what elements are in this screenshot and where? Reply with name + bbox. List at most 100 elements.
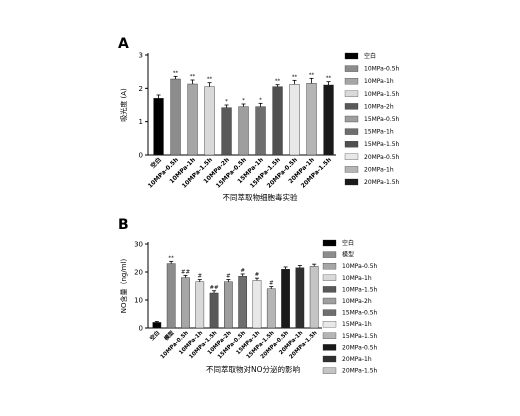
panel-b-bar — [309, 266, 319, 329]
panel-a-significance: ** — [190, 74, 196, 80]
panel-a-bar — [238, 106, 249, 156]
panel-b-bar — [266, 288, 276, 329]
panel-a-legend-label: 10MPa-1.5h — [364, 91, 400, 98]
panel-b-legend-label: 模型 — [342, 251, 354, 259]
panel-a-bar — [289, 84, 300, 156]
panel-a-legend-swatch — [344, 153, 359, 160]
panel-b-x-tick-label: 空白 — [148, 329, 161, 342]
panel-a-significance: ** — [207, 77, 213, 83]
panel-b-bar — [166, 263, 176, 329]
panel-b-legend-swatch — [322, 321, 337, 328]
panel-a-x-tick-label: 空白 — [149, 156, 163, 170]
panel-a-legend-label: 15MPa-1h — [364, 129, 394, 136]
panel-b-label: B — [118, 217, 129, 233]
panel-a-significance: * — [225, 99, 228, 105]
panel-a-bar — [204, 86, 215, 156]
panel-a-legend-swatch — [344, 65, 359, 72]
panel-b-bar — [195, 281, 205, 329]
panel-b-legend-swatch — [322, 239, 337, 247]
panel-a-legend-label: 10MPa-1h — [364, 78, 394, 85]
panel-a-legend-swatch — [344, 166, 359, 173]
panel-b-legend-label: 20MPa-1.5h — [342, 368, 378, 375]
panel-b-legend-label: 10MPa-0.5h — [342, 263, 378, 270]
panel-b-bar — [224, 281, 233, 329]
panel-a-significance: ** — [309, 72, 315, 78]
panel-b-significance: # — [269, 281, 274, 287]
panel-b-y-axis-title: NO含量（ng/ml) — [119, 258, 128, 313]
panel-a-bar — [187, 83, 198, 156]
panel-b-legend-swatch — [322, 367, 337, 374]
panel-a-legend-label: 20MPa-1.5h — [364, 179, 400, 186]
panel-b-legend-label: 15MPa-1h — [342, 321, 372, 328]
panel-a-bar — [170, 78, 181, 156]
panel-a-legend-label: 10MPa-2h — [364, 103, 394, 110]
panel-a-legend-label: 10MPa-0.5h — [364, 66, 400, 73]
panel-b-legend-swatch — [322, 251, 337, 258]
panel-a-bar — [221, 107, 232, 156]
panel-b-significance: ## — [209, 285, 219, 291]
panel-b-legend-swatch — [322, 355, 337, 363]
panel-a-bar — [255, 106, 266, 156]
panel-a-significance: ** — [326, 76, 332, 82]
panel-a-y-tick-label: 0 — [139, 152, 143, 160]
panel-b-y-tick-label: 10 — [134, 297, 143, 305]
panel-b-significance: # — [240, 268, 245, 274]
panel-b-legend-label: 15MPa-1.5h — [342, 333, 378, 340]
panel-a-legend-swatch — [344, 141, 359, 148]
panel-b-legend-label: 空白 — [342, 239, 354, 247]
panel-a-bar — [272, 86, 283, 156]
panel-a-y-tick-label: 3 — [139, 52, 143, 60]
panel-b-bar — [152, 322, 162, 329]
panel-b-significance: # — [226, 274, 231, 280]
panel-a-legend-label: 空白 — [364, 52, 376, 60]
panel-a-bar — [323, 84, 334, 156]
panel-a-legend-swatch — [344, 103, 359, 110]
panel-a-label: A — [118, 36, 129, 52]
panel-b-legend-swatch — [322, 263, 337, 270]
panel-b-legend-swatch — [322, 297, 337, 305]
panel-a-significance: * — [259, 97, 262, 103]
panel-a-legend-label: 20MPa-1h — [364, 166, 394, 173]
panel-a-legend-swatch — [344, 52, 359, 60]
panel-b-legend-label: 10MPa-1.5h — [342, 286, 378, 293]
panel-b-legend-label: 15MPa-0.5h — [342, 310, 378, 317]
panel-b-title: 不同萃取物对NO分泌的影响 — [206, 364, 300, 374]
panel-a-y-tick-label: 1 — [139, 118, 143, 126]
panel-b-significance: # — [197, 274, 202, 280]
panel-b-legend-swatch — [322, 286, 337, 293]
panel-a-significance: ** — [275, 79, 281, 85]
panel-b-significance: ** — [168, 255, 174, 261]
panel-b-legend-label: 20MPa-1h — [342, 356, 372, 363]
panel-b-legend-label: 10MPa-2h — [342, 298, 372, 305]
panel-a-significance: * — [242, 98, 245, 104]
panel-b-bar — [209, 292, 219, 329]
panel-b-y-tick-label: 30 — [134, 241, 143, 249]
panel-a-legend-swatch — [344, 178, 359, 186]
panel-a-title: 不同萃取物细胞毒实验 — [223, 192, 298, 202]
panel-b-x-tick-label: 模型 — [162, 328, 176, 342]
panel-b-bar — [295, 267, 305, 329]
panel-a-y-axis-title: 吸光度 (A) — [119, 88, 128, 122]
panel-b-y-tick-label: 20 — [134, 269, 143, 277]
panel-b-legend-swatch — [322, 274, 337, 281]
panel-b-bar — [238, 276, 248, 329]
panel-a-y-tick-label: 2 — [139, 85, 143, 93]
panel-b-bar — [281, 269, 290, 329]
panel-b-legend-swatch — [322, 309, 337, 316]
panel-a-legend-swatch — [344, 90, 359, 97]
panel-b-legend-swatch — [322, 344, 337, 351]
panel-a-legend-label: 15MPa-1.5h — [364, 141, 400, 148]
panel-a-legend-label: 20MPa-0.5h — [364, 154, 400, 161]
panel-a-bar — [306, 83, 317, 156]
panel-a-legend-swatch — [344, 78, 359, 85]
panel-a-legend-label: 15MPa-0.5h — [364, 116, 400, 123]
panel-b-legend-label: 20MPa-0.5h — [342, 344, 378, 351]
panel-b-bar — [181, 277, 190, 329]
panel-a-legend-swatch — [344, 128, 359, 135]
panel-a-significance: ** — [292, 74, 298, 80]
panel-a-bar — [153, 98, 164, 156]
panel-b-significance: ## — [181, 269, 191, 275]
panel-b-legend-label: 10MPa-1h — [342, 275, 372, 282]
panel-b-bar — [252, 280, 262, 329]
